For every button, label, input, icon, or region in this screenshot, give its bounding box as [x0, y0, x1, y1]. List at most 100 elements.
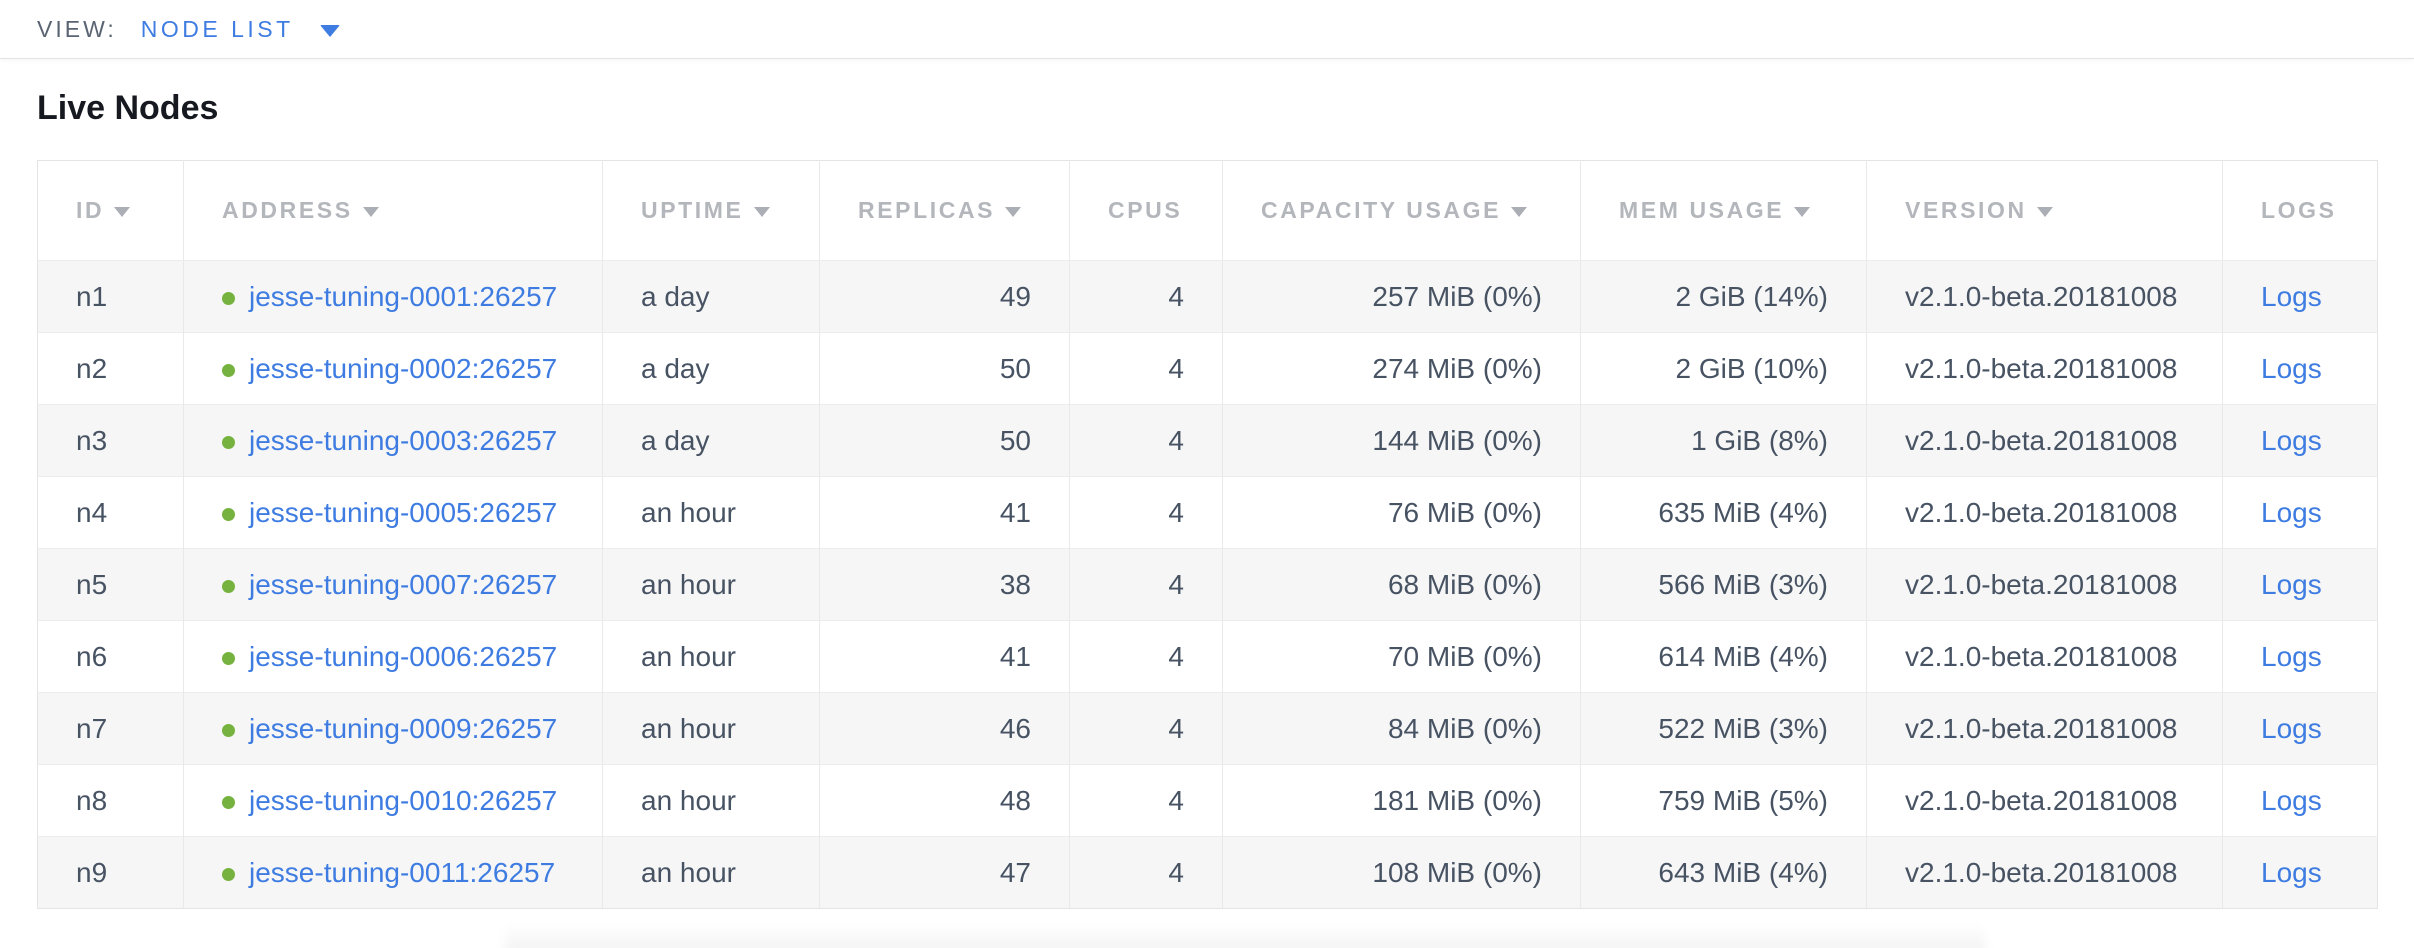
table-row: n8 jesse-tuning-0010:26257 an hour 48 4 … [37, 764, 2378, 837]
cell-address: jesse-tuning-0006:26257 [183, 620, 603, 693]
cell-logs: Logs [2222, 764, 2378, 837]
node-address-link[interactable]: jesse-tuning-0003:26257 [249, 424, 558, 456]
sort-arrow-icon [753, 207, 770, 217]
node-status-dot [222, 579, 235, 593]
cell-logs: Logs [2222, 476, 2378, 549]
cell-version: v2.1.0-beta.20181008 [1866, 836, 2223, 909]
column-header-label: CAPACITY USAGE [1261, 197, 1502, 223]
cell-replicas: 38 [819, 548, 1070, 621]
cell-capacity-usage: 76 MiB (0%) [1222, 476, 1581, 549]
cell-capacity-usage: 257 MiB (0%) [1222, 260, 1581, 333]
node-address-link[interactable]: jesse-tuning-0011:26257 [249, 856, 556, 888]
cell-version: v2.1.0-beta.20181008 [1866, 476, 2223, 549]
node-status-dot [222, 507, 235, 521]
column-header-label: REPLICAS [858, 197, 996, 223]
below-fold-panel-shadow [505, 924, 1985, 948]
cell-uptime: an hour [602, 692, 820, 765]
column-header-version[interactable]: VERSION [1866, 160, 2223, 261]
node-address-link[interactable]: jesse-tuning-0009:26257 [249, 712, 558, 744]
column-header-label: ADDRESS [222, 197, 353, 223]
cell-node-id: n8 [37, 764, 184, 837]
table-row: n7 jesse-tuning-0009:26257 an hour 46 4 … [37, 692, 2378, 765]
cell-uptime: an hour [602, 476, 820, 549]
logs-link[interactable]: Logs [2261, 280, 2322, 312]
cell-version: v2.1.0-beta.20181008 [1866, 692, 2223, 765]
table-row: n9 jesse-tuning-0011:26257 an hour 47 4 … [37, 836, 2378, 909]
cell-capacity-usage: 70 MiB (0%) [1222, 620, 1581, 693]
node-status-dot [222, 795, 235, 809]
cell-replicas: 41 [819, 476, 1070, 549]
logs-link[interactable]: Logs [2261, 712, 2322, 744]
column-header-uptime[interactable]: UPTIME [602, 160, 820, 261]
sort-arrow-icon [114, 207, 131, 217]
cell-address: jesse-tuning-0009:26257 [183, 692, 603, 765]
node-status-dot [222, 723, 235, 737]
node-address-link[interactable]: jesse-tuning-0010:26257 [249, 784, 558, 816]
cell-uptime: a day [602, 332, 820, 405]
logs-link[interactable]: Logs [2261, 784, 2322, 816]
node-address-link[interactable]: jesse-tuning-0007:26257 [249, 568, 558, 600]
node-status-dot [222, 291, 235, 305]
column-header-label: UPTIME [641, 197, 744, 223]
table-row: n1 jesse-tuning-0001:26257 a day 49 4 25… [37, 260, 2378, 333]
cell-address: jesse-tuning-0002:26257 [183, 332, 603, 405]
cell-address: jesse-tuning-0001:26257 [183, 260, 603, 333]
node-address-link[interactable]: jesse-tuning-0002:26257 [249, 352, 558, 384]
cell-replicas: 49 [819, 260, 1070, 333]
cell-logs: Logs [2222, 836, 2378, 909]
cell-cpus: 4 [1069, 692, 1223, 765]
cell-cpus: 4 [1069, 260, 1223, 333]
node-address-link[interactable]: jesse-tuning-0006:26257 [249, 640, 558, 672]
node-status-dot [222, 867, 235, 881]
cell-capacity-usage: 108 MiB (0%) [1222, 836, 1581, 909]
cell-logs: Logs [2222, 620, 2378, 693]
cell-uptime: an hour [602, 620, 820, 693]
cell-version: v2.1.0-beta.20181008 [1866, 260, 2223, 333]
cell-capacity-usage: 84 MiB (0%) [1222, 692, 1581, 765]
node-address-link[interactable]: jesse-tuning-0005:26257 [249, 496, 558, 528]
view-bar: VIEW: NODE LIST [0, 0, 2414, 59]
cell-capacity-usage: 181 MiB (0%) [1222, 764, 1581, 837]
cell-mem-usage: 566 MiB (3%) [1580, 548, 1867, 621]
cell-logs: Logs [2222, 548, 2378, 621]
table-row: n4 jesse-tuning-0005:26257 an hour 41 4 … [37, 476, 2378, 549]
column-header-id[interactable]: ID [37, 160, 184, 261]
cell-cpus: 4 [1069, 764, 1223, 837]
cell-capacity-usage: 274 MiB (0%) [1222, 332, 1581, 405]
node-address-link[interactable]: jesse-tuning-0001:26257 [249, 280, 558, 312]
table-row: n2 jesse-tuning-0002:26257 a day 50 4 27… [37, 332, 2378, 405]
page-title: Live Nodes [37, 89, 219, 127]
column-header-mem-usage[interactable]: MEM USAGE [1580, 160, 1867, 261]
cell-version: v2.1.0-beta.20181008 [1866, 764, 2223, 837]
logs-link[interactable]: Logs [2261, 424, 2322, 456]
column-header-address[interactable]: ADDRESS [183, 160, 603, 261]
caret-down-icon [319, 24, 340, 37]
view-dropdown[interactable]: NODE LIST [141, 16, 340, 43]
cell-mem-usage: 1 GiB (8%) [1580, 404, 1867, 477]
cell-logs: Logs [2222, 260, 2378, 333]
table-body: n1 jesse-tuning-0001:26257 a day 49 4 25… [37, 260, 2378, 909]
cell-logs: Logs [2222, 404, 2378, 477]
column-header-capacity-usage[interactable]: CAPACITY USAGE [1222, 160, 1581, 261]
cell-uptime: an hour [602, 836, 820, 909]
logs-link[interactable]: Logs [2261, 568, 2322, 600]
column-header-cpus: CPUS [1069, 160, 1223, 261]
cell-cpus: 4 [1069, 476, 1223, 549]
cell-replicas: 50 [819, 404, 1070, 477]
column-header-label: VERSION [1905, 197, 2027, 223]
cell-mem-usage: 2 GiB (14%) [1580, 260, 1867, 333]
table-row: n6 jesse-tuning-0006:26257 an hour 41 4 … [37, 620, 2378, 693]
column-header-replicas[interactable]: REPLICAS [819, 160, 1070, 261]
cell-version: v2.1.0-beta.20181008 [1866, 620, 2223, 693]
logs-link[interactable]: Logs [2261, 856, 2322, 888]
logs-link[interactable]: Logs [2261, 352, 2322, 384]
cell-uptime: a day [602, 260, 820, 333]
cell-replicas: 41 [819, 620, 1070, 693]
cell-capacity-usage: 68 MiB (0%) [1222, 548, 1581, 621]
live-nodes-table: ID ADDRESS UPTIME REPLICAS CPUS CAPACITY… [37, 160, 2378, 909]
column-header-label: MEM USAGE [1619, 197, 1785, 223]
logs-link[interactable]: Logs [2261, 640, 2322, 672]
logs-link[interactable]: Logs [2261, 496, 2322, 528]
cell-node-id: n7 [37, 692, 184, 765]
table-row: n3 jesse-tuning-0003:26257 a day 50 4 14… [37, 404, 2378, 477]
